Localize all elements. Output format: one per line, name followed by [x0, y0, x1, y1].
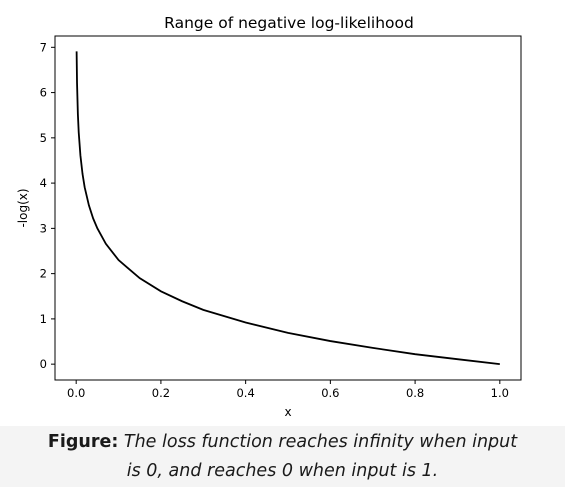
x-tick-label: 1.0	[491, 386, 509, 400]
y-tick-label: 6	[40, 86, 47, 100]
x-tick-label: 0.4	[236, 386, 254, 400]
caption-text-2: is 0, and reaches 0 when input is 1.	[126, 461, 439, 481]
figure-caption: Figure: The loss function reaches infini…	[0, 426, 565, 487]
line-chart: Range of negative log-likelihood 0.0 0.2 0…	[16, 14, 522, 419]
series-line	[75, 51, 500, 366]
plot-frame	[54, 35, 522, 381]
y-tick-label: 5	[40, 131, 47, 145]
y-tick-label: 2	[40, 267, 47, 281]
y-tick-label: 1	[40, 312, 47, 326]
caption-line-2: is 0, and reaches 0 when input is 1.	[0, 461, 565, 481]
x-axis-label: x	[284, 405, 291, 419]
x-tick-label: 0.8	[406, 386, 424, 400]
chart: Range of negative log-likelihood 0.0 0.2 0…	[16, 14, 522, 419]
y-tick-label: 3	[40, 221, 47, 235]
y-axis: 0 1 2 3 4 5 6 7	[40, 40, 55, 371]
x-tick-label: 0.2	[152, 386, 170, 400]
chart-title: Range of negative log-likelihood	[164, 14, 414, 32]
x-tick-label: 0.6	[321, 386, 339, 400]
caption-label: Figure:	[47, 432, 119, 452]
y-tick-label: 4	[40, 176, 47, 190]
caption-text-1: The loss function reaches infinity when …	[123, 432, 518, 452]
y-axis-label: -log(x)	[16, 188, 30, 227]
x-tick-label: 0.0	[67, 386, 85, 400]
x-axis: 0.0 0.2 0.4 0.6 0.8 1.0	[67, 380, 509, 400]
y-tick-label: 7	[40, 40, 47, 54]
y-tick-label: 0	[40, 357, 47, 371]
caption-line-1: Figure: The loss function reaches infini…	[0, 432, 565, 452]
